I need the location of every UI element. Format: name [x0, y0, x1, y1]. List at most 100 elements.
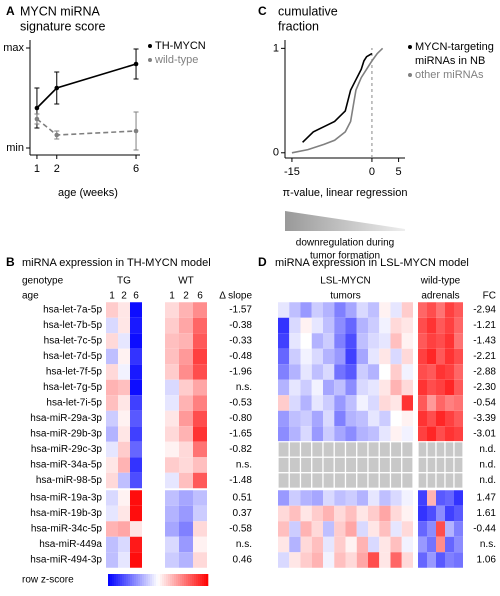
heatmap-cell: [417, 472, 428, 489]
heatmap-cell: [106, 552, 118, 568]
heatmap-cell: [323, 348, 335, 365]
heatmap-cell: [193, 348, 207, 365]
colorbar-step: [196, 574, 199, 586]
heatmap-cell: [278, 410, 290, 427]
heatmap-cell: [436, 536, 445, 553]
heatmap-cell: [323, 379, 335, 396]
heatmap-cell: [379, 426, 391, 442]
heatmap-cell: [289, 317, 301, 334]
heatmap-cell: [193, 395, 207, 411]
heatmap-cell: [130, 505, 142, 522]
age-label: 6: [197, 291, 203, 302]
heatmap-cell: [356, 364, 368, 380]
heatmap-cell: [179, 521, 193, 537]
heatmap-cell: [300, 552, 312, 568]
heatmap-cell: [418, 521, 427, 537]
heatmap-cell: [427, 395, 436, 411]
heatmap-cell: [193, 552, 207, 568]
heatmap-cell: [401, 505, 413, 522]
point: [54, 132, 60, 138]
heatmap-cell: [454, 348, 463, 365]
heatmap-cell: [345, 379, 357, 396]
y-tick-label: min: [6, 142, 24, 154]
heatmap-cell: [130, 379, 142, 396]
group-label: TG: [117, 276, 131, 287]
colorbar-step: [198, 574, 201, 586]
colorbar-step: [134, 574, 137, 586]
legend-label: MYCN-targeting: [415, 41, 494, 53]
stat-value: -0.48: [229, 351, 252, 362]
colorbar-step: [132, 574, 135, 586]
group-label: adrenals: [421, 291, 459, 302]
heatmap-cell: [454, 521, 463, 537]
legend-label: miRNAs in NB: [415, 55, 485, 67]
heatmap-cell: [427, 302, 436, 318]
heatmap-cell: [333, 472, 347, 489]
heatmap-cell: [106, 441, 118, 458]
heatmap-cell: [345, 552, 357, 568]
heatmap-cell: [130, 457, 142, 473]
age-label: 2: [121, 291, 127, 302]
heatmap-cell: [378, 441, 392, 458]
heatmap-cell: [278, 521, 290, 537]
heatmap-cell: [193, 441, 207, 458]
heatmap-cell: [118, 364, 130, 380]
stat-value: 1.47: [477, 493, 497, 504]
heatmap-cell: [427, 317, 436, 334]
heatmap-cell: [311, 379, 323, 396]
heatmap-cell: [300, 490, 312, 506]
row-label: hsa-let-7i-5p: [46, 398, 102, 409]
heatmap-cell: [165, 395, 179, 411]
point: [54, 85, 60, 91]
heatmap-cell: [118, 317, 130, 334]
heatmap-cell: [401, 410, 413, 427]
heatmap-cell: [427, 521, 436, 537]
stat-value: -1.48: [229, 475, 252, 486]
heatmap-cell: [427, 348, 436, 365]
heatmap-cell: [379, 395, 391, 411]
heatmap-cell: [379, 505, 391, 522]
colorbar-step: [136, 574, 139, 586]
row-label: hsa-let-7b-5p: [43, 320, 102, 331]
colorbar-step: [142, 574, 145, 586]
heatmap-cell: [165, 472, 179, 489]
stat-value: -0.80: [229, 413, 252, 424]
heatmap-cell: [435, 472, 446, 489]
heatmap-cell: [289, 348, 301, 365]
heatmap-cell: [300, 410, 312, 427]
heatmap-cell: [401, 395, 413, 411]
heatmap-cell: [345, 302, 357, 318]
heatmap-cell: [368, 348, 380, 365]
heatmap-cell: [401, 317, 413, 334]
heatmap-cell: [379, 552, 391, 568]
heatmap-cell: [300, 379, 312, 396]
age-label: 1: [109, 291, 115, 302]
heatmap-cell: [289, 505, 301, 522]
heatmap-cell: [323, 395, 335, 411]
colorbar-step: [178, 574, 181, 586]
heatmap-cell: [323, 552, 335, 568]
heatmap-cell: [368, 364, 380, 380]
heatmap-cell: [368, 410, 380, 427]
colorbar-step: [182, 574, 185, 586]
heatmap-cell: [118, 410, 130, 427]
stat-value: 0.51: [233, 493, 253, 504]
colorbar-step: [110, 574, 113, 586]
row-label: hsa-let-7c-5p: [44, 336, 103, 347]
heatmap-cell: [323, 521, 335, 537]
heatmap-cell: [165, 379, 179, 396]
heatmap-cell: [288, 456, 302, 474]
heatmap-cell: [445, 317, 454, 334]
heatmap-cell: [445, 333, 454, 349]
stat-value: -0.53: [229, 398, 252, 409]
heatmap-cell: [106, 457, 118, 473]
row-label: hsa-let-7f-5p: [46, 367, 103, 378]
heatmap-cell: [401, 302, 413, 318]
stat-value: -2.21: [473, 351, 496, 362]
heatmap-cell: [106, 521, 118, 537]
x-tick-label: -15: [284, 166, 300, 178]
point: [34, 105, 40, 111]
heatmap-cell: [445, 364, 454, 380]
heatmap-cell: [118, 395, 130, 411]
heatmap-cell: [289, 426, 301, 442]
